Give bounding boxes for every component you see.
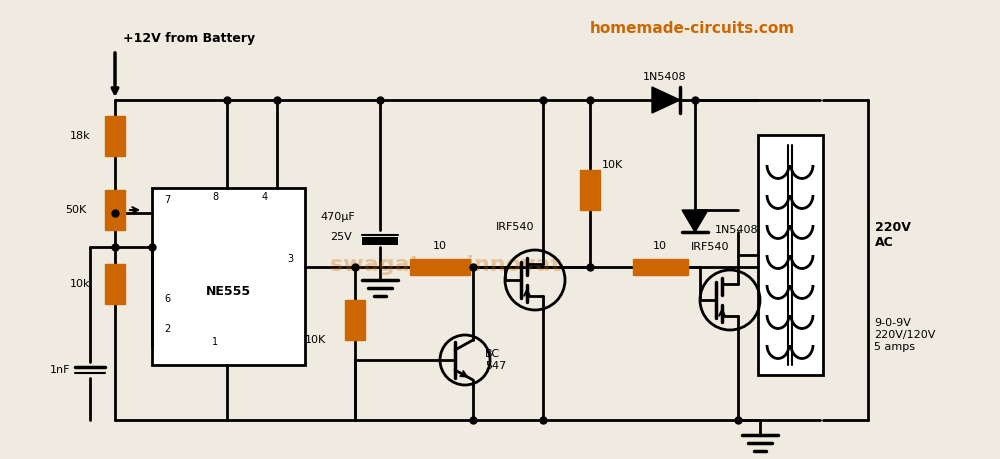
Text: 18k: 18k <box>70 131 91 141</box>
Text: 470µF: 470µF <box>320 212 355 222</box>
Bar <box>105 264 125 304</box>
Text: 10K: 10K <box>602 160 623 170</box>
Bar <box>152 188 305 365</box>
Bar <box>345 300 365 340</box>
Text: IRF540: IRF540 <box>496 222 534 232</box>
Polygon shape <box>682 210 708 232</box>
Text: 50K: 50K <box>65 205 86 215</box>
Text: +12V from Battery: +12V from Battery <box>123 32 255 45</box>
Text: 10K: 10K <box>305 335 326 345</box>
Text: 7: 7 <box>164 195 170 205</box>
Bar <box>758 135 822 375</box>
Text: swagatam innovat: swagatam innovat <box>330 255 561 275</box>
Bar <box>580 170 600 210</box>
Text: 1N5408: 1N5408 <box>715 225 759 235</box>
Text: 25V: 25V <box>330 232 352 242</box>
Bar <box>633 258 688 274</box>
Text: NE555: NE555 <box>206 285 251 298</box>
Text: 1nF: 1nF <box>50 365 71 375</box>
Bar <box>362 237 398 245</box>
Text: BC
547: BC 547 <box>485 349 506 371</box>
Text: 1: 1 <box>212 337 218 347</box>
Bar <box>105 116 125 156</box>
Text: 4: 4 <box>262 192 268 202</box>
Text: 2: 2 <box>164 324 170 334</box>
Polygon shape <box>652 87 680 113</box>
Text: 8: 8 <box>212 192 218 202</box>
Bar <box>410 258 470 274</box>
Text: 1N5408: 1N5408 <box>643 72 687 82</box>
Text: 6: 6 <box>164 293 170 303</box>
Text: 10k: 10k <box>70 279 91 289</box>
Text: homemade-circuits.com: homemade-circuits.com <box>590 21 795 35</box>
Bar <box>105 190 125 230</box>
Text: 3: 3 <box>287 253 293 263</box>
Text: 9-0-9V
220V/120V
5 amps: 9-0-9V 220V/120V 5 amps <box>874 319 936 352</box>
Text: IRF540: IRF540 <box>691 242 729 252</box>
Text: 10: 10 <box>433 241 447 251</box>
Text: 220V
AC: 220V AC <box>874 221 910 249</box>
Text: 10: 10 <box>653 241 667 251</box>
